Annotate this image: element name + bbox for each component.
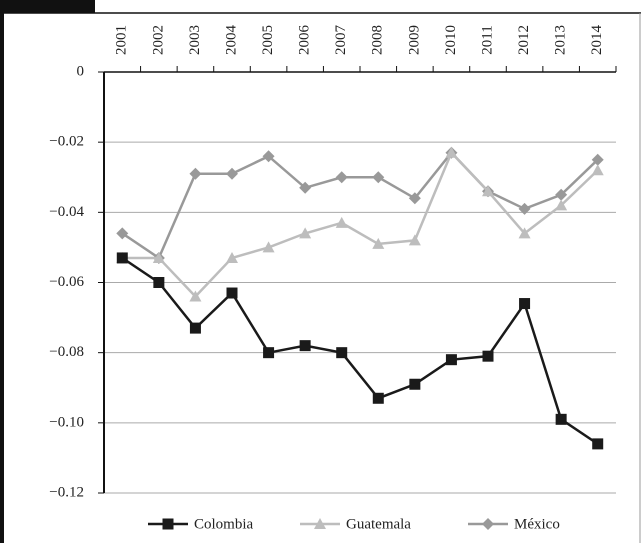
- series-line: [121, 256, 599, 445]
- marker: [408, 234, 421, 246]
- marker: [445, 354, 457, 366]
- y-tick-label: 0: [77, 63, 85, 79]
- marker: [153, 277, 165, 288]
- marker: [226, 167, 238, 180]
- y-tick-label: −0.08: [49, 344, 84, 360]
- marker: [482, 185, 494, 197]
- marker: [555, 413, 567, 425]
- marker: [226, 251, 238, 263]
- marker: [591, 153, 604, 166]
- x-tick-label: 2010: [443, 25, 459, 55]
- y-tick-label: −0.06: [49, 274, 84, 290]
- x-tick-label: 2001: [114, 25, 130, 55]
- series-line: [122, 150, 599, 299]
- x-tick-label: 2009: [406, 25, 422, 55]
- marker: [189, 290, 202, 302]
- x-tick-label: 2014: [589, 25, 605, 56]
- marker: [591, 164, 604, 176]
- marker: [335, 216, 348, 228]
- marker: [408, 192, 421, 205]
- marker: [372, 392, 384, 404]
- legend-label: Colombia: [194, 516, 254, 532]
- legend-label: México: [514, 516, 560, 532]
- legend-marker: [314, 518, 326, 529]
- marker: [299, 227, 312, 239]
- x-tick-label: 2004: [223, 25, 239, 56]
- x-tick-label: 2003: [187, 25, 203, 55]
- marker: [299, 340, 311, 352]
- x-tick-label: 2007: [333, 25, 349, 56]
- x-tick-label: 2012: [516, 25, 532, 55]
- legend-label: Guatemala: [346, 516, 411, 532]
- marker: [152, 251, 165, 263]
- y-tick-label: −0.12: [49, 484, 84, 500]
- series-line: [121, 150, 599, 260]
- marker: [372, 237, 385, 249]
- legend-marker: [162, 518, 174, 530]
- marker: [263, 347, 275, 359]
- x-tick-label: 2002: [150, 25, 166, 55]
- x-tick-label: 2005: [260, 25, 276, 55]
- legend-marker: [482, 518, 494, 530]
- marker: [445, 146, 458, 158]
- marker: [555, 199, 568, 211]
- header-block: [0, 0, 95, 13]
- marker: [518, 202, 531, 215]
- x-tick-label: 2013: [553, 25, 569, 55]
- marker: [262, 150, 275, 163]
- marker: [555, 188, 568, 201]
- marker: [592, 438, 604, 450]
- y-tick-label: −0.02: [49, 134, 84, 150]
- marker: [335, 171, 348, 184]
- marker: [336, 347, 348, 359]
- x-tick-label: 2006: [297, 25, 313, 56]
- marker: [116, 227, 129, 240]
- marker: [409, 378, 421, 390]
- y-tick-label: −0.10: [49, 414, 84, 430]
- marker: [262, 241, 275, 253]
- marker: [299, 181, 312, 194]
- marker: [518, 227, 531, 239]
- marker: [116, 252, 128, 264]
- marker: [226, 287, 238, 299]
- marker: [189, 167, 202, 180]
- marker: [519, 298, 531, 310]
- marker: [372, 171, 385, 184]
- x-tick-label: 2008: [370, 25, 386, 55]
- y-tick-label: −0.04: [49, 204, 84, 220]
- marker: [482, 350, 494, 362]
- marker: [189, 322, 201, 334]
- x-tick-label: 2011: [479, 25, 495, 54]
